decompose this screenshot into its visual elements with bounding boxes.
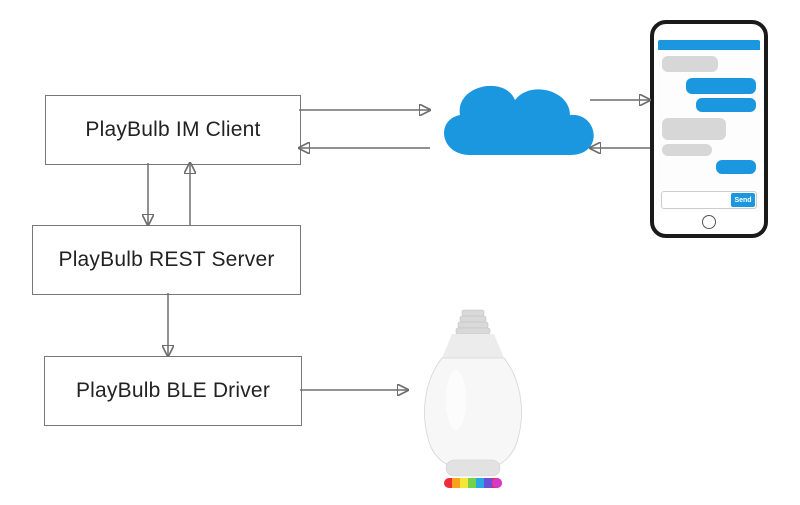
chat-bubble bbox=[662, 56, 718, 72]
phone-home-button bbox=[702, 215, 716, 229]
box-im-client: PlayBulb IM Client bbox=[45, 95, 301, 165]
phone-status-bar bbox=[658, 40, 760, 50]
phone-icon: Send bbox=[650, 20, 768, 238]
box-ble-driver-label: PlayBulb BLE Driver bbox=[76, 379, 270, 403]
box-rest-server-label: PlayBulb REST Server bbox=[58, 248, 274, 272]
box-im-client-label: PlayBulb IM Client bbox=[85, 118, 260, 142]
box-ble-driver: PlayBulb BLE Driver bbox=[44, 356, 302, 426]
phone-screen: Send bbox=[658, 40, 760, 212]
chat-bubble bbox=[696, 98, 756, 112]
chat-bubble bbox=[662, 118, 726, 140]
box-rest-server: PlayBulb REST Server bbox=[32, 225, 301, 295]
chat-bubble bbox=[716, 160, 756, 174]
chat-bubble bbox=[662, 144, 712, 156]
phone-send-button: Send bbox=[731, 193, 755, 207]
chat-bubble bbox=[686, 78, 756, 94]
phone-input-bar: Send bbox=[661, 191, 757, 209]
